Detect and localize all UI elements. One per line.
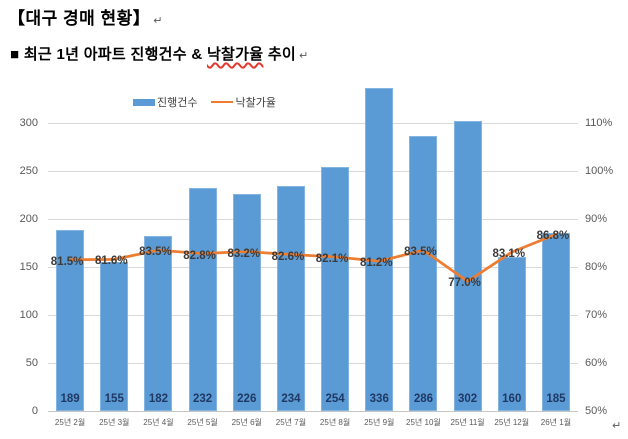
- line-value-25년 11월: 77.0%: [448, 277, 481, 290]
- right-axis-tick-70: 70%: [585, 309, 608, 321]
- right-axis-tick-110: 110%: [585, 117, 613, 129]
- chart-heading-spellcheck-word: 낙찰가율: [206, 46, 264, 63]
- right-axis-tick-80: 80%: [585, 261, 608, 273]
- legend-item-bar-series: 진행건수: [133, 94, 197, 110]
- bar-value-25년 11월: 302: [457, 393, 478, 405]
- bar-25년 7월: [276, 186, 305, 411]
- x-axis-tick-25년 6월: 25년 6월: [231, 418, 262, 427]
- bar-25년 9월: [365, 88, 394, 411]
- bar-25년 12월: [497, 257, 526, 411]
- line-value-25년 7월: 82.6%: [271, 250, 305, 263]
- right-axis-tick-90: 90%: [585, 213, 608, 225]
- gridline-300: [48, 122, 578, 124]
- x-axis-tick-25년 8월: 25년 8월: [319, 418, 351, 427]
- left-axis-tick-300: 300: [19, 117, 38, 129]
- gridline-150: [48, 266, 578, 268]
- x-axis-tick-25년 7월: 25년 7월: [275, 418, 307, 427]
- x-axis-tick-25년 11월: 25년 11월: [450, 418, 485, 427]
- line-value-25년 5월: 82.8%: [183, 249, 216, 262]
- gridline-100: [48, 314, 578, 316]
- bar-25년 3월: [100, 262, 129, 411]
- line-value-25년 3월: 81.6%: [94, 255, 128, 268]
- chart-heading-prefix: ■ 최근 1년 아파트 진행건수 &: [10, 46, 207, 63]
- bar-value-25년 8월: 254: [325, 393, 345, 405]
- legend-line-label: 낙찰가율: [235, 97, 276, 109]
- rate-line: [68, 232, 558, 283]
- chart-heading: ■ 최근 1년 아파트 진행건수 & 낙찰가율 추이 ↵: [10, 43, 309, 64]
- left-axis-tick-100: 100: [19, 309, 38, 321]
- line-value-25년 2월: 81.5%: [50, 255, 84, 268]
- legend-bar-label: 진행건수: [157, 97, 198, 109]
- bar-value-25년 10월: 286: [413, 393, 433, 405]
- bar-25년 5월: [188, 188, 217, 411]
- gridline-250: [48, 170, 578, 172]
- x-axis-tick-25년 4월: 25년 4월: [143, 418, 174, 427]
- right-axis-tick-60: 60%: [585, 357, 608, 369]
- bar-value-25년 3월: 155: [104, 393, 124, 405]
- line-value-25년 6월: 83.2%: [227, 247, 261, 260]
- gridline-0: [48, 410, 578, 412]
- left-axis-tick-150: 150: [19, 261, 38, 273]
- bar-25년 8월: [321, 167, 350, 411]
- chart-legend: 진행건수 낙찰가율: [133, 94, 276, 110]
- bar-value-25년 7월: 234: [281, 393, 301, 405]
- x-axis-tick-25년 5월: 25년 5월: [187, 418, 218, 427]
- right-axis-tick-100: 100%: [585, 165, 614, 177]
- right-axis-tick-50: 50%: [585, 405, 608, 417]
- bar-25년 6월: [232, 194, 261, 411]
- left-axis-tick-0: 0: [31, 405, 38, 417]
- x-axis-tick-25년 12월: 25년 12월: [494, 418, 530, 427]
- x-axis-tick-25년 10월: 25년 10월: [406, 418, 441, 427]
- bar-26년 1월: [541, 233, 570, 411]
- bar-series-swatch-icon: [133, 98, 155, 106]
- gridline-200: [48, 218, 578, 220]
- bar-25년 4월: [144, 236, 173, 411]
- legend-item-line-series: 낙찰가율: [211, 94, 276, 110]
- document-title-text: 【대구 경매 현황】: [8, 9, 151, 28]
- left-axis-tick-250: 250: [19, 165, 38, 177]
- left-axis-tick-50: 50: [25, 357, 38, 369]
- line-series-swatch-icon: [211, 100, 234, 104]
- bar-value-25년 5월: 232: [192, 393, 213, 405]
- line-value-25년 4월: 83.5%: [139, 246, 172, 259]
- bar-value-25년 2월: 189: [60, 393, 80, 405]
- x-axis-tick-25년 9월: 25년 9월: [364, 418, 395, 427]
- x-axis-tick-26년 1월: 26년 1월: [540, 418, 572, 427]
- chart-heading-suffix: 추이: [263, 46, 297, 63]
- bar-value-26년 1월: 185: [546, 393, 566, 405]
- bar-25년 11월: [453, 121, 482, 411]
- line-value-26년 1월: 86.8%: [536, 230, 570, 243]
- line-value-25년 12월: 83.1%: [492, 248, 526, 261]
- x-axis-tick-25년 2월: 25년 2월: [54, 418, 86, 427]
- gridline-50: [48, 362, 578, 364]
- bar-25년 10월: [409, 136, 438, 411]
- bar-value-25년 12월: 160: [502, 393, 522, 405]
- bar-value-25년 9월: 336: [369, 393, 389, 405]
- x-axis-tick-25년 3월: 25년 3월: [99, 418, 130, 427]
- line-value-25년 10월: 83.5%: [404, 246, 437, 259]
- bar-value-25년 6월: 226: [237, 393, 257, 405]
- paragraph-return-icon: ↵: [299, 50, 309, 62]
- line-value-25년 8월: 82.1%: [315, 252, 349, 265]
- paragraph-return-icon: ↵: [153, 15, 164, 27]
- document-title: 【대구 경매 현황】 ↵: [8, 4, 163, 29]
- paragraph-return-icon: ↵: [612, 420, 622, 432]
- left-axis-tick-200: 200: [19, 213, 38, 225]
- bar-value-25년 4월: 182: [148, 393, 168, 405]
- line-value-25년 9월: 81.2%: [359, 257, 393, 270]
